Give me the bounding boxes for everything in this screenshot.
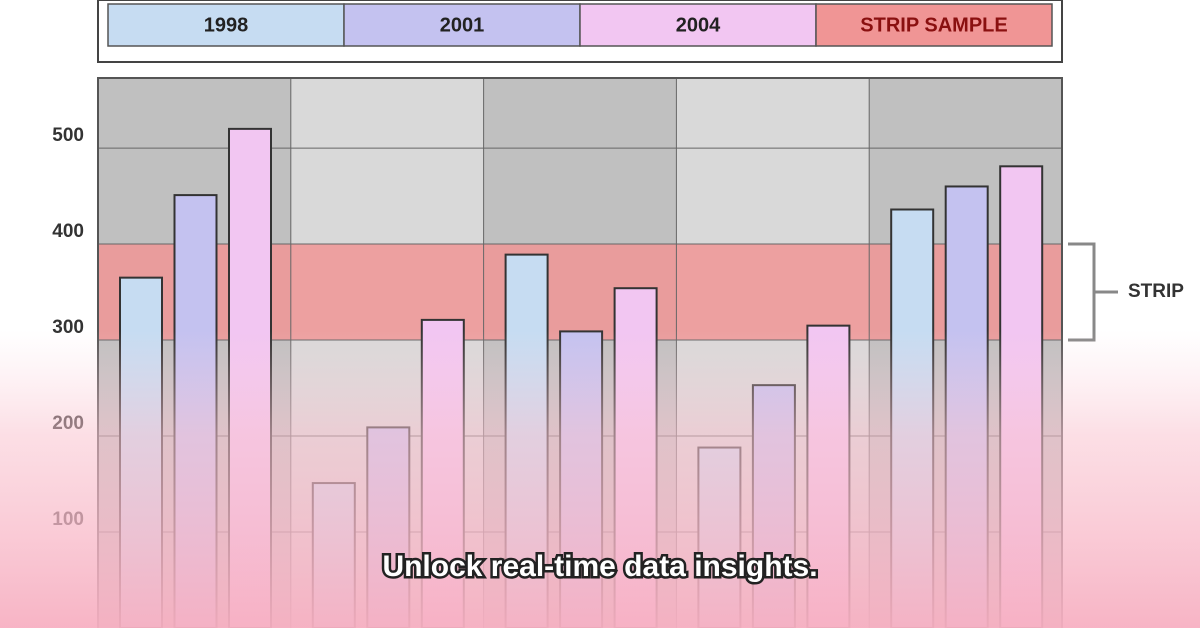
legend-swatch bbox=[107, 3, 345, 47]
legend-label: STRIP SAMPLE bbox=[860, 14, 1007, 36]
legend-label: 1998 bbox=[204, 14, 249, 36]
strip-label: STRIP bbox=[1128, 281, 1184, 302]
overlay bbox=[0, 330, 1200, 628]
y-tick-label: 400 bbox=[52, 221, 84, 242]
strip-bracket bbox=[1068, 242, 1118, 342]
legend-swatch bbox=[343, 3, 581, 47]
legend-swatch bbox=[579, 3, 817, 47]
y-tick-label: 500 bbox=[52, 125, 84, 146]
legend-swatch bbox=[815, 3, 1053, 47]
caption: Unlock real-time data insights. bbox=[382, 550, 817, 583]
legend-label: 2004 bbox=[676, 14, 721, 36]
legend-label: 2001 bbox=[440, 14, 485, 36]
